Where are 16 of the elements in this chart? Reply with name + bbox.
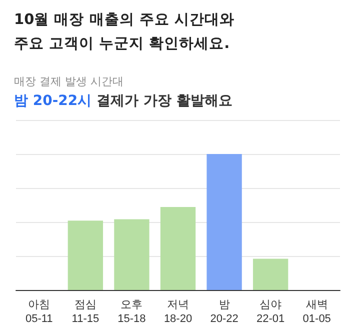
x-tick-label: 새벽 01-05 — [302, 299, 331, 325]
bar — [114, 219, 150, 290]
x-tick-label: 아침 05-11 — [25, 299, 53, 325]
bar — [206, 154, 242, 290]
x-tick-label: 오후 15-18 — [118, 299, 146, 325]
text: 결제가 가장 활발해요 — [96, 93, 232, 109]
text: 밤 20-22시 — [14, 93, 92, 109]
bar — [252, 258, 288, 290]
x-tick-label: 점심 11-15 — [72, 299, 100, 325]
x-tick-label: 심야 22-01 — [256, 299, 285, 325]
chart-subtitle: 매장 결제 발생 시간대 — [14, 74, 124, 89]
x-tick-label: 밤 20-22 — [210, 299, 238, 325]
chart-title: 10월 매장 매출의 주요 시간대와 주요 고객이 누군지 확인하세요. — [14, 11, 234, 54]
bar — [68, 220, 104, 290]
bar — [160, 207, 196, 290]
x-tick-label: 저녁 18-20 — [164, 299, 192, 325]
